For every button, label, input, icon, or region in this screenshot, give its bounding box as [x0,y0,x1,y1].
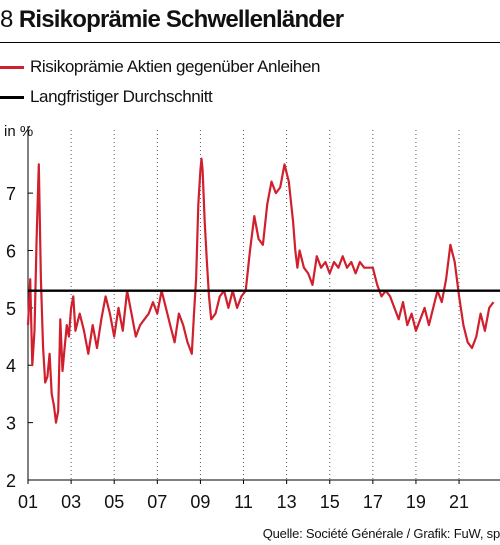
legend-label: Risikoprämie Aktien gegenüber Anleihen [30,57,321,76]
x-tick-label: 21 [449,492,469,512]
y-tick-label: 4 [6,356,16,376]
y-tick-label: 2 [6,471,16,491]
y-axis-label: in % [4,123,33,140]
legend-item-risk-premium: Risikoprämie Aktien gegenüber Anleihen [0,56,320,78]
legend-label: Langfristiger Durchschnitt [30,87,213,106]
y-tick-label: 7 [6,184,16,204]
y-tick-label: 3 [6,414,16,434]
x-tick-label: 13 [277,492,297,512]
figure-number: 8 [0,6,13,33]
x-tick-label: 07 [147,492,167,512]
line-chart: 2 3 4 5 6 7 in % 01 03 05 07 09 11 13 15 17 19 21 [4,123,500,512]
series-line-risk-premium [26,157,495,424]
x-tick-label: 15 [320,492,340,512]
x-tick-label: 19 [406,492,426,512]
x-tick-label: 05 [104,492,124,512]
legend-swatch-red [0,65,24,69]
x-tick-label: 01 [18,492,38,512]
y-tick-label: 6 [6,241,16,261]
source-note: Quelle: Société Générale / Grafik: FuW, … [262,526,500,541]
legend-swatch-black [0,95,24,99]
legend-item-long-term-average: Langfristiger Durchschnitt [0,86,213,108]
x-tick-label: 11 [234,492,253,512]
header-rule [0,42,500,43]
chart-header: 8 Risikoprämie Schwellenländer [0,6,344,40]
chart-title: Risikoprämie Schwellenländer [18,6,344,33]
x-tick-label: 03 [61,492,81,512]
x-tick-label: 09 [190,492,210,512]
y-tick-label: 5 [6,299,16,319]
x-tick-label: 17 [363,492,383,512]
